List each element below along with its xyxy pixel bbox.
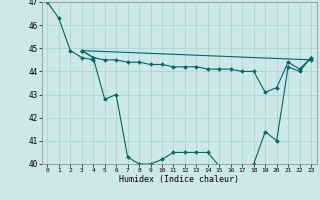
X-axis label: Humidex (Indice chaleur): Humidex (Indice chaleur)	[119, 175, 239, 184]
